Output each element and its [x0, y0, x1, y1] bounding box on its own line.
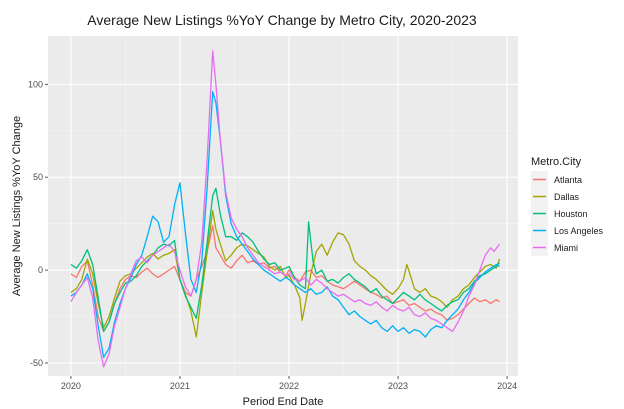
legend-label-houston: Houston — [554, 209, 588, 219]
series-line-houston — [70, 187, 500, 333]
series-line-miami — [70, 50, 501, 368]
legend-label-dallas: Dallas — [554, 192, 580, 202]
legend: Metro.City Atlanta Dallas Houston Los Angel… — [531, 156, 604, 256]
plot-panel — [48, 36, 518, 376]
grid-lines — [48, 36, 518, 376]
x-axis-title: Period End Date — [243, 396, 324, 408]
x-tick-label: 2024 — [497, 381, 517, 391]
legend-title: Metro.City — [531, 156, 582, 168]
y-axis: -50 0 50 100 — [28, 79, 48, 368]
y-tick-label: -50 — [30, 358, 43, 368]
series-line-dallas — [70, 209, 501, 338]
y-axis-title: Average New Listings %YoY Change — [11, 116, 23, 296]
y-tick-label: 0 — [38, 265, 43, 275]
legend-label-atlanta: Atlanta — [554, 175, 582, 185]
chart-title: Average New Listings %YoY Change by Metr… — [87, 12, 477, 28]
x-tick-label: 2021 — [170, 381, 190, 391]
x-tick-label: 2020 — [61, 381, 81, 391]
x-axis: 2020 2021 2022 2023 2024 — [61, 376, 517, 391]
legend-label-los-angeles: Los Angeles — [554, 226, 604, 236]
series-line-los-angeles — [70, 91, 500, 359]
x-tick-label: 2023 — [388, 381, 408, 391]
x-tick-label: 2022 — [279, 381, 299, 391]
legend-label-miami: Miami — [554, 243, 578, 253]
y-tick-label: 100 — [28, 79, 43, 89]
y-tick-label: 50 — [33, 172, 43, 182]
series-layer — [70, 50, 501, 368]
